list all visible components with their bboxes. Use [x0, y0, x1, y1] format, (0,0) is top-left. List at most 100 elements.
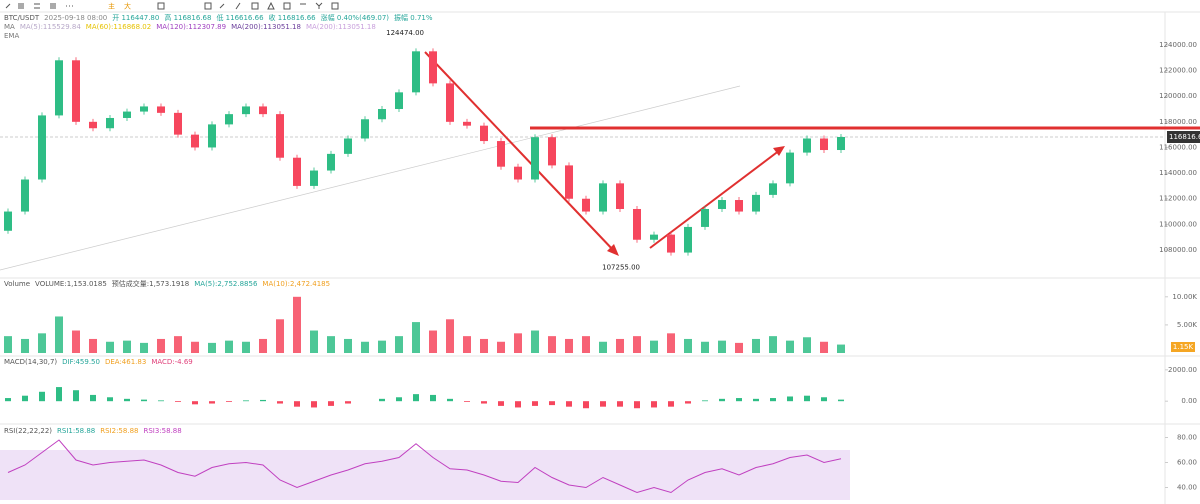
- legend-item: MACD(14,30,7): [4, 358, 57, 366]
- macd-bar: [56, 387, 62, 402]
- volume-bar: [242, 341, 250, 353]
- candle-body: [752, 194, 760, 212]
- macd-bar: [464, 401, 470, 402]
- legend-item: DIF:459.50: [62, 358, 100, 366]
- macd-bar: [73, 390, 79, 402]
- volume-bar: [174, 336, 182, 353]
- candle-body: [157, 106, 165, 113]
- legend-item: 低 116616.66: [216, 13, 264, 22]
- tool-icon[interactable]: [5, 3, 11, 9]
- macd-bar: [158, 400, 164, 402]
- legend-item: RSI1:58.88: [57, 427, 95, 435]
- candle-body: [191, 134, 199, 148]
- macd-bar: [634, 401, 640, 409]
- tool-icon[interactable]: [34, 3, 40, 9]
- volume-bar: [599, 341, 607, 353]
- volume-bar: [327, 336, 335, 353]
- legend-item: BTC/USDT: [4, 14, 40, 22]
- candle-body: [701, 208, 709, 227]
- candle-body: [667, 234, 675, 253]
- legend-item: 收 116816.66: [269, 13, 317, 22]
- candle-body: [429, 51, 437, 84]
- macd-bar: [192, 401, 198, 405]
- macd-bar: [651, 401, 657, 408]
- candle-body: [514, 166, 522, 180]
- y-tick-label: 10.00K: [1172, 293, 1197, 301]
- volume-bar: [718, 340, 726, 353]
- candle-body: [446, 83, 454, 122]
- candle-body: [684, 226, 692, 253]
- legend-item: 2025-09-18 08:00: [44, 14, 107, 22]
- volume-bar: [650, 340, 658, 353]
- candle-body: [480, 125, 488, 142]
- volume-bar: [837, 344, 845, 353]
- macd-bar: [124, 398, 130, 402]
- volume-bar: [820, 341, 828, 353]
- volume-bar: [480, 338, 488, 353]
- candle-body: [412, 51, 420, 93]
- candle-body: [344, 138, 352, 154]
- volume-bar: [752, 338, 760, 353]
- candle-body: [395, 92, 403, 110]
- volume-bar: [463, 336, 471, 353]
- y-tick-label: 122000.00: [1159, 67, 1197, 75]
- macd-bar: [90, 394, 96, 402]
- arrow: [649, 149, 781, 249]
- legend-item: 振幅 0.71%: [394, 13, 433, 22]
- candle-body: [4, 211, 12, 231]
- macd-bar: [22, 395, 28, 402]
- volume-bar: [548, 336, 556, 353]
- volume-bar: [769, 336, 777, 353]
- last-price-label: 116816.66: [1169, 133, 1200, 141]
- macd-bar: [107, 397, 113, 402]
- tool-icon[interactable]: [18, 3, 24, 9]
- macd-bar: [838, 399, 844, 402]
- y-tick-label: 116000.00: [1159, 143, 1197, 151]
- tool-icon[interactable]: [204, 2, 212, 10]
- macd-bar: [668, 401, 674, 407]
- macd-bar: [515, 401, 521, 408]
- candle-body: [786, 152, 794, 184]
- macd-bar: [226, 401, 232, 402]
- candle-body: [633, 208, 641, 240]
- legend-item: 开 116447.80: [112, 14, 159, 22]
- tool-icon[interactable]: [157, 2, 165, 10]
- macd-bar: [294, 401, 300, 407]
- legend-item: RSI2:58.88: [100, 427, 138, 435]
- low-label: 107255.00: [602, 264, 640, 272]
- toolbar-label[interactable]: 主: [108, 2, 115, 11]
- legend-item: 高 116816.68: [164, 13, 211, 22]
- tool-icon[interactable]: [219, 1, 339, 10]
- y-tick-label: 40.00: [1177, 484, 1197, 492]
- candle-body: [378, 109, 386, 120]
- candle-body: [616, 183, 624, 209]
- candle-body: [310, 170, 318, 186]
- macd-bar: [260, 399, 266, 402]
- macd-bar: [430, 394, 436, 402]
- volume-bar: [38, 333, 46, 353]
- candle-body: [21, 179, 29, 212]
- macd-bar: [447, 398, 453, 402]
- tool-icon[interactable]: [50, 3, 56, 9]
- rsi-line: [7, 439, 842, 494]
- volume-bar: [344, 338, 352, 353]
- legend-item: MA(10):2,472.4185: [262, 280, 330, 288]
- legend-item: MA: [4, 23, 15, 31]
- macd-bar: [481, 401, 487, 404]
- candle-body: [140, 106, 148, 112]
- macd-bar: [753, 398, 759, 402]
- candle-body: [327, 153, 335, 171]
- volume-bar: [684, 338, 692, 353]
- macd-bar: [549, 401, 555, 406]
- macd-bar: [345, 401, 351, 404]
- candle-body: [208, 124, 216, 148]
- macd-bar: [787, 396, 793, 402]
- candle-body: [548, 137, 556, 166]
- candle-body: [531, 137, 539, 180]
- candle-body: [225, 114, 233, 125]
- legend-item: MACD:-4.69: [151, 358, 192, 366]
- macd-bar: [277, 401, 283, 404]
- toolbar-label[interactable]: 大: [124, 2, 131, 11]
- macd-bar: [5, 398, 11, 402]
